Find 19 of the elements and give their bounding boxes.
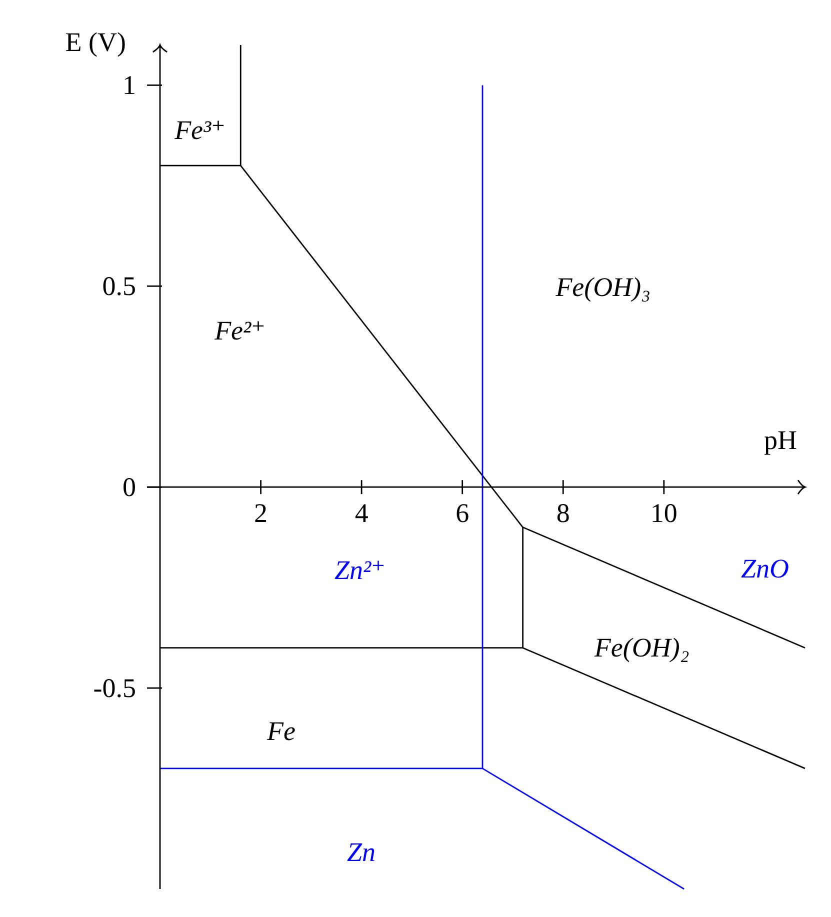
y-tick-label: -0.5 bbox=[93, 673, 136, 704]
x-tick-label: 4 bbox=[354, 498, 369, 528]
annotation: Zn²⁺ bbox=[334, 554, 386, 585]
x-tick-label: 10 bbox=[650, 498, 678, 528]
x-axis-title: pH bbox=[764, 425, 797, 456]
x-tick-label: 2 bbox=[254, 498, 268, 528]
y-tick-label: 0 bbox=[122, 472, 136, 502]
y-tick-label: 0.5 bbox=[102, 271, 136, 302]
annotation: Fe bbox=[266, 716, 296, 746]
annotation: Fe(OH)₂ bbox=[593, 632, 690, 663]
annotation: Fe²⁺ bbox=[214, 315, 266, 346]
annotation: Fe³⁺ bbox=[174, 115, 226, 146]
annotation: Fe(OH)₃ bbox=[554, 272, 651, 302]
x-tick-label: 8 bbox=[556, 498, 570, 528]
annotation: Zn bbox=[346, 836, 376, 867]
x-tick-label: 6 bbox=[456, 498, 470, 528]
annotation: ZnO bbox=[741, 553, 790, 584]
y-axis-title: E (V) bbox=[65, 27, 126, 57]
y-tick-label: 1 bbox=[122, 70, 136, 100]
